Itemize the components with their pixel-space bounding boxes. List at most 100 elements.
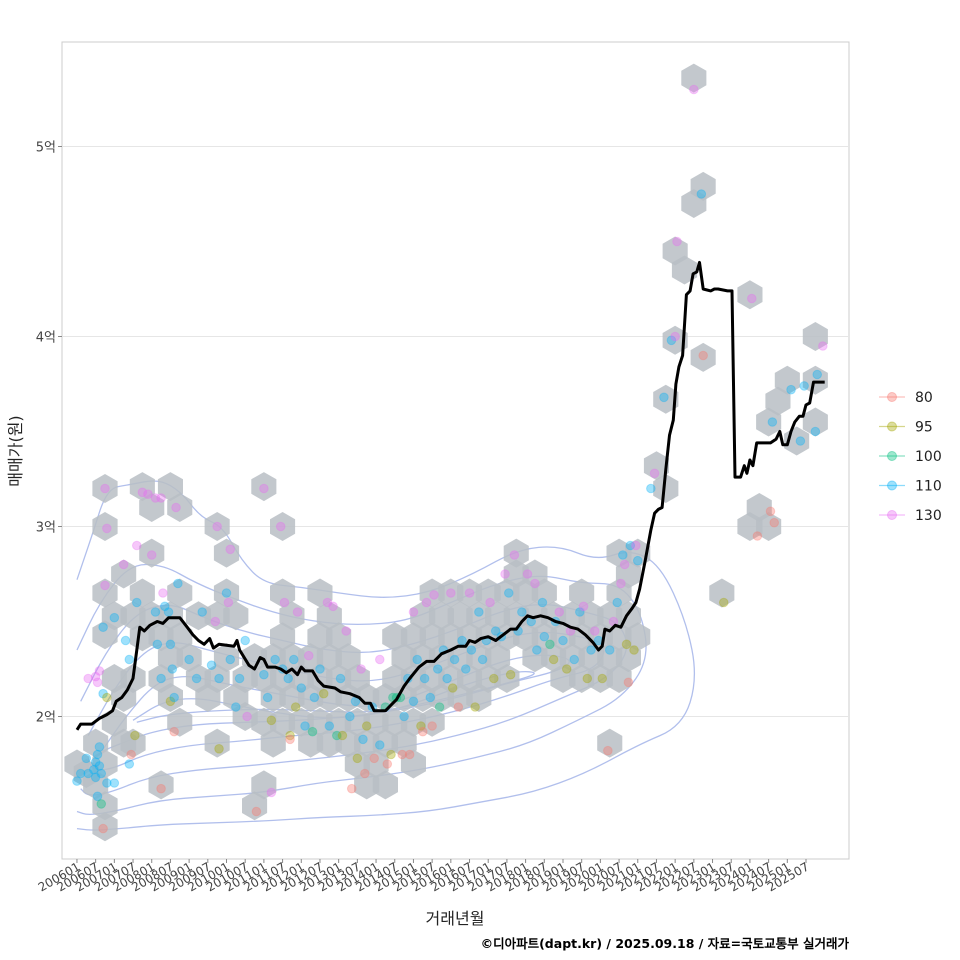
hexbin-170 (615, 643, 641, 673)
hexbin-82 (326, 622, 352, 652)
point-110-153 (503, 588, 514, 598)
point-110-10 (94, 742, 105, 752)
point-110-83 (289, 654, 299, 665)
y-axis-title: 매매가(원) (6, 415, 25, 486)
point-110-76 (270, 654, 280, 665)
point-80-101 (346, 783, 357, 794)
hexbin-171 (615, 559, 641, 589)
point-110-199 (696, 189, 707, 199)
point-110-194 (659, 392, 669, 403)
point-130-148 (485, 597, 495, 608)
legend-dot-100 (887, 451, 897, 461)
point-110-66 (231, 702, 241, 712)
point-80-204 (765, 506, 776, 517)
point-100-12 (96, 799, 107, 809)
hexbin-6 (92, 812, 118, 842)
point-80-118 (397, 749, 408, 760)
point-110-90 (309, 692, 320, 703)
point-110-3 (83, 768, 93, 779)
point-130-212 (818, 341, 828, 351)
point-95-137 (447, 683, 458, 693)
hexbin-189 (756, 407, 782, 437)
point-110-97 (335, 673, 346, 684)
legend-label-100: 100 (915, 449, 942, 465)
hexbin-56 (251, 770, 277, 800)
point-80-203 (752, 531, 763, 541)
point-110-72 (259, 669, 269, 680)
point-130-77 (275, 521, 286, 532)
point-110-100 (345, 711, 355, 722)
point-130-17 (90, 671, 101, 682)
legend-label-110: 110 (915, 479, 942, 495)
hexbin-21 (129, 578, 155, 608)
point-80-49 (169, 726, 179, 737)
point-130-136 (446, 588, 456, 598)
point-130-39 (146, 550, 157, 560)
point-95-201 (718, 597, 729, 608)
hexbin-135 (485, 643, 511, 673)
point-110-119 (399, 711, 409, 722)
point-110-206 (767, 417, 778, 427)
point-95-174 (582, 673, 593, 684)
point-110-5 (90, 757, 101, 767)
point-95-21 (102, 692, 112, 703)
hexbin-45 (213, 643, 240, 673)
point-110-73 (262, 692, 273, 703)
point-80-31 (126, 749, 136, 760)
point-110-184 (618, 550, 628, 560)
point-130-43 (158, 588, 168, 598)
point-110-91 (315, 664, 325, 674)
hexbin-191 (774, 365, 800, 395)
point-130-183 (616, 578, 626, 589)
point-80-205 (769, 517, 780, 528)
point-95-189 (629, 645, 639, 655)
gridlines (62, 146, 849, 717)
point-110-94 (324, 721, 335, 731)
point-110-42 (156, 673, 166, 684)
point-110-67 (234, 673, 245, 684)
hexbin-182 (690, 171, 716, 201)
point-80-200 (698, 350, 708, 361)
point-110-45 (163, 607, 174, 617)
hexbin-141 (503, 538, 529, 568)
point-130-71 (259, 483, 269, 494)
hexbin-33 (167, 578, 193, 608)
point-110-11 (92, 791, 103, 802)
point-110-180 (604, 645, 615, 655)
point-110-86 (296, 683, 307, 693)
point-110-4 (88, 764, 99, 775)
hexbin-193 (802, 322, 828, 351)
point-95-165 (548, 654, 559, 665)
hexbin-138 (494, 664, 520, 693)
hexbin-53 (242, 791, 268, 821)
point-130-110 (374, 654, 385, 665)
point-130-95 (328, 601, 338, 612)
y-tick-label-3: 5억 (36, 141, 56, 156)
hexbin-4 (92, 749, 118, 779)
point-130-196 (670, 331, 680, 342)
point-110-188 (625, 540, 636, 551)
point-95-81 (285, 730, 295, 741)
point-110-145 (474, 607, 484, 617)
point-130-23 (100, 580, 110, 591)
point-110-141 (460, 664, 471, 674)
point-80-187 (623, 677, 634, 688)
point-110-140 (457, 635, 467, 646)
point-95-154 (505, 669, 516, 680)
hexbin-19 (120, 728, 146, 758)
y-axis: 2억 3억 4억 5억 (36, 141, 62, 726)
hexbin-34 (167, 622, 193, 652)
hexbin-68 (279, 601, 305, 631)
point-95-186 (621, 639, 632, 650)
point-130-27 (118, 559, 129, 570)
point-95-61 (214, 744, 224, 754)
point-95-169 (561, 664, 572, 674)
point-110-163 (539, 631, 550, 642)
point-110-0 (72, 776, 82, 786)
hexbin-185 (737, 280, 763, 310)
avg-price-line (75, 260, 825, 731)
point-110-7 (94, 761, 105, 771)
point-100-133 (434, 702, 445, 712)
point-130-37 (150, 493, 161, 503)
